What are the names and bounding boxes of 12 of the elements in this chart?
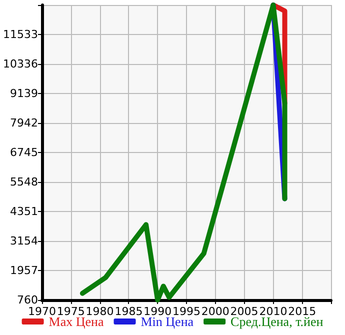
y-tick-label: 4351 <box>10 205 38 218</box>
y-tick-label: 1957 <box>10 264 38 277</box>
y-tick-label: 760 <box>16 294 38 306</box>
y-tick-label: 7942 <box>10 116 38 130</box>
y-tick-label: 11533 <box>2 28 38 41</box>
y-tick-label: 3154 <box>10 234 38 248</box>
y-tick-label: 5548 <box>10 176 38 188</box>
y-tick-label: 6745 <box>10 146 38 159</box>
y-tick-label: 9139 <box>10 87 38 100</box>
y-tick-label: 10336 <box>2 58 38 70</box>
x-tick-label: 1985 <box>114 305 143 318</box>
x-tick-label: 2000 <box>201 305 230 318</box>
